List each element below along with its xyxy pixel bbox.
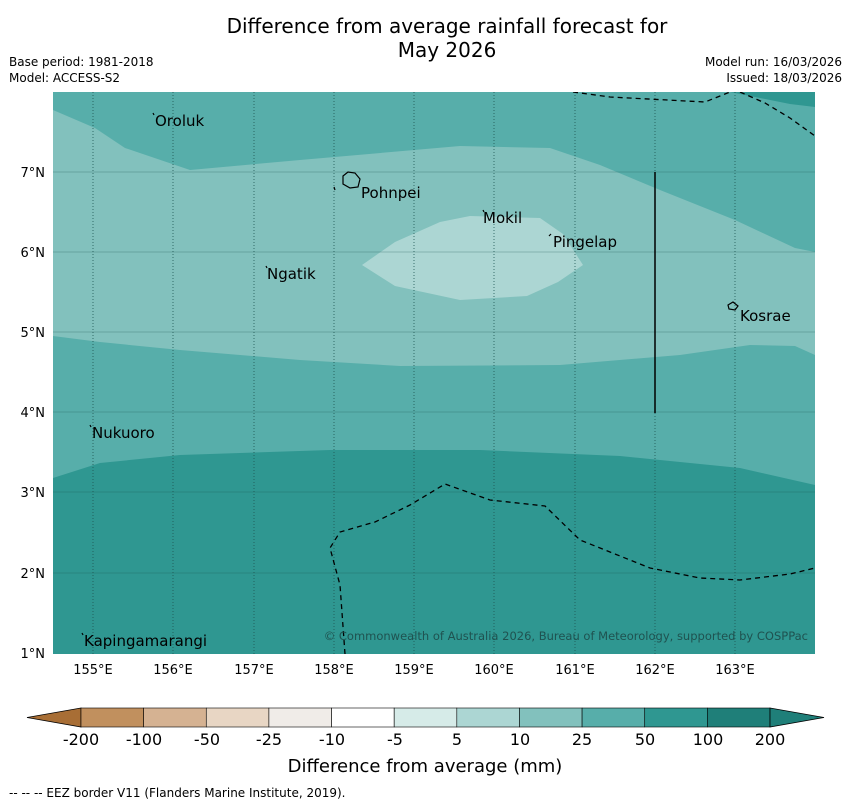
eez-border-northeast <box>739 92 815 137</box>
colorbar-tick: 25 <box>571 730 593 749</box>
colorbar-swatch <box>268 707 332 728</box>
island-nukuoro-icon <box>89 424 92 428</box>
place-labels: Oroluk Pohnpei Mokil Pingelap Ngatik Kos… <box>84 112 791 650</box>
island-pingelap-icon <box>548 233 552 237</box>
lon-label: 156°E <box>153 663 193 678</box>
colorbar-swatch <box>205 707 270 728</box>
latitude-labels: 7°N 6°N 5°N 4°N 3°N 2°N 1°N <box>21 166 46 662</box>
lon-label: 158°E <box>314 663 354 678</box>
model-run: Model run: 16/03/2026 <box>704 55 842 69</box>
latitude-lines <box>53 171 815 574</box>
place-kosrae: Kosrae <box>740 307 791 325</box>
lon-label: 163°E <box>715 663 755 678</box>
lat-label: 6°N <box>21 246 46 261</box>
island-ngatik-icon <box>265 265 268 269</box>
lat-label: 3°N <box>21 486 46 501</box>
colorbar-tick: 100 <box>692 730 724 749</box>
title-line-1: Difference from average rainfall forecas… <box>226 14 668 38</box>
colorbar-swatch <box>80 707 144 728</box>
colorbar-tick: 10 <box>509 730 531 749</box>
island-kapingamarangi-icon <box>81 632 84 636</box>
colorbar-tick: -5 <box>387 730 403 749</box>
eez-borders <box>329 92 815 654</box>
colorbar-swatch <box>644 707 708 728</box>
place-ngatik: Ngatik <box>267 265 316 283</box>
island-mokil-icon <box>482 209 485 213</box>
map-area: Oroluk Pohnpei Mokil Pingelap Ngatik Kos… <box>53 92 815 654</box>
lon-label: 161°E <box>555 663 595 678</box>
island-pohnpei-icon <box>342 171 361 189</box>
colorbar-swatch <box>143 707 207 728</box>
lat-label: 5°N <box>21 326 46 341</box>
colorbar-swatch <box>393 707 458 728</box>
lon-label: 160°E <box>474 663 514 678</box>
lat-label: 7°N <box>21 166 46 181</box>
colorbar-tick: -25 <box>255 730 283 749</box>
colorbar-tick: -200 <box>62 730 100 749</box>
lon-label: 162°E <box>635 663 675 678</box>
colorbar-tick: -10 <box>318 730 346 749</box>
longitude-labels: 155°E 156°E 157°E 158°E 159°E 160°E 161°… <box>73 663 755 678</box>
lat-label: 4°N <box>21 406 46 421</box>
colorbar-label: Difference from average (mm) <box>287 756 563 777</box>
eez-border-north <box>572 92 731 103</box>
copyright-text: © Commonwealth of Australia 2026, Bureau… <box>324 629 808 643</box>
lon-label: 159°E <box>394 663 434 678</box>
colorbar-swatch <box>707 707 771 728</box>
eez-legend-note: -- -- -- EEZ border V11 (Flanders Marine… <box>9 786 346 800</box>
issued-date: Issued: 18/03/2026 <box>726 71 842 85</box>
colorbar-extend-high <box>769 707 825 728</box>
band-100mm-ne <box>730 92 815 107</box>
place-nukuoro: Nukuoro <box>92 424 155 442</box>
place-oroluk: Oroluk <box>155 112 204 130</box>
eez-border-south <box>329 483 815 654</box>
map-title: Difference from average rainfall forecas… <box>0 14 850 62</box>
lat-label: 2°N <box>21 567 46 582</box>
title-line-2: May 2026 <box>397 38 497 62</box>
colorbar <box>26 707 825 728</box>
place-kapingamarangi: Kapingamarangi <box>84 632 207 650</box>
base-period: Base period: 1981-2018 <box>9 55 154 69</box>
colorbar-tick: -100 <box>125 730 163 749</box>
model-name: Model: ACCESS-S2 <box>9 71 121 85</box>
meta-right: Model run: 16/03/2026 Issued: 18/03/2026 <box>705 54 842 86</box>
island-kosrae-icon <box>727 301 739 311</box>
place-mokil: Mokil <box>483 209 522 227</box>
island-ant-icon <box>333 186 336 191</box>
lon-label: 155°E <box>73 663 113 678</box>
colorbar-tick: 5 <box>451 730 463 749</box>
place-pohnpei: Pohnpei <box>361 184 421 202</box>
band-10mm <box>362 216 583 300</box>
colorbar-swatch <box>456 707 520 728</box>
island-oroluk-icon <box>152 112 155 116</box>
colorbar-swatch <box>331 707 395 728</box>
lat-label: 1°N <box>21 647 46 662</box>
colorbar-swatch <box>519 707 583 728</box>
place-pingelap: Pingelap <box>553 233 617 251</box>
colorbar-extend-low <box>26 707 82 728</box>
islands <box>81 112 739 636</box>
colorbar-swatch <box>581 707 646 728</box>
colorbar-tick: 50 <box>634 730 656 749</box>
meta-left: Base period: 1981-2018 Model: ACCESS-S2 <box>9 54 154 86</box>
colorbar-tick: 200 <box>754 730 786 749</box>
colorbar-tick: -50 <box>193 730 221 749</box>
lon-label: 157°E <box>234 663 274 678</box>
